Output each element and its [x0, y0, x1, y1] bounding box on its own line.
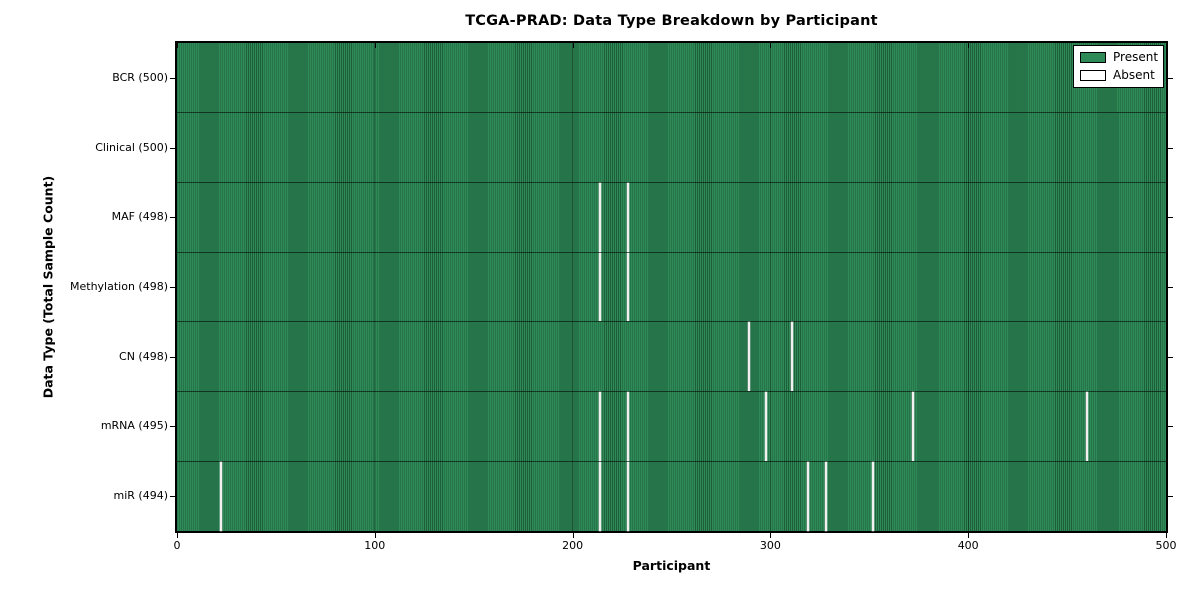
- absent-gap-MAF-228: [626, 182, 629, 252]
- absent-gap-miR-228: [626, 462, 629, 532]
- y-tick-left-mRNA: [170, 426, 175, 428]
- legend-label-present: Present: [1113, 50, 1159, 64]
- y-tick-right-Clinical: [1168, 147, 1173, 149]
- y-tick-left-Clinical: [170, 147, 175, 149]
- y-tick-label-BCR: BCR (500): [112, 70, 168, 84]
- y-tick-label-CN: CN (498): [119, 349, 168, 363]
- gridline-x-300: [769, 43, 771, 531]
- y-tick-right-miR: [1168, 496, 1173, 498]
- legend-swatch-present: [1080, 52, 1106, 63]
- y-tick-right-mRNA: [1168, 426, 1173, 428]
- absent-gap-mRNA-460: [1085, 392, 1088, 462]
- x-tick-label-0: 0: [173, 539, 181, 552]
- x-tick-top-0: [177, 43, 178, 48]
- y-tick-left-CN: [170, 356, 175, 358]
- absent-gap-Methylation-214: [599, 252, 602, 322]
- legend-item-absent: Absent: [1080, 69, 1157, 82]
- y-tick-left-MAF: [170, 217, 175, 219]
- absent-gap-mRNA-298: [765, 392, 768, 462]
- row-mRNA: [177, 391, 1166, 462]
- legend-label-absent: Absent: [1113, 68, 1155, 82]
- legend-item-present: Present: [1080, 50, 1159, 64]
- x-tick-label-100: 100: [364, 539, 386, 552]
- x-tick-top-200: [572, 43, 574, 48]
- absent-gap-miR-214: [599, 462, 602, 532]
- plot-area: [175, 41, 1168, 533]
- absent-gap-mRNA-228: [626, 392, 629, 462]
- x-tick-bottom-0: [177, 533, 178, 538]
- absent-gap-mRNA-372: [911, 392, 914, 462]
- x-tick-label-300: 300: [759, 539, 781, 552]
- y-tick-right-BCR: [1168, 77, 1173, 79]
- y-tick-label-Methylation: Methylation (498): [70, 280, 168, 293]
- x-tick-bottom-200: [572, 533, 574, 538]
- absent-gap-CN-289: [747, 322, 750, 392]
- x-tick-top-400: [968, 43, 970, 48]
- gridline-x-100: [374, 43, 376, 531]
- y-tick-right-MAF: [1168, 217, 1173, 219]
- x-tick-bottom-100: [374, 533, 376, 538]
- legend: Present Absent: [1073, 45, 1164, 88]
- y-tick-left-BCR: [170, 77, 175, 79]
- heatmap-rows: [177, 43, 1166, 532]
- x-axis-label: Participant: [632, 558, 711, 573]
- y-tick-right-Methylation: [1168, 287, 1173, 288]
- row-BCR: [177, 43, 1166, 112]
- row-Clinical: [177, 111, 1166, 182]
- y-tick-left-miR: [170, 496, 175, 498]
- absent-gap-miR-352: [872, 462, 875, 532]
- row-CN: [177, 321, 1166, 392]
- x-tick-bottom-400: [968, 533, 970, 538]
- x-tick-label-500: 500: [1155, 539, 1177, 552]
- y-tick-label-MAF: MAF (498): [111, 210, 168, 224]
- y-tick-label-mRNA: mRNA (495): [100, 419, 168, 433]
- y-tick-left-Methylation: [170, 287, 175, 288]
- chart-title: TCGA-PRAD: Data Type Breakdown by Partic…: [465, 13, 878, 29]
- x-tick-top-500: [1166, 43, 1167, 48]
- x-tick-top-300: [770, 43, 772, 48]
- row-Methylation: [177, 251, 1166, 322]
- gridline-x-200: [572, 43, 574, 531]
- legend-swatch-absent: [1080, 70, 1106, 81]
- row-miR: [177, 461, 1166, 532]
- absent-gap-miR-22: [219, 462, 222, 532]
- x-tick-bottom-500: [1166, 533, 1167, 538]
- x-tick-bottom-300: [770, 533, 772, 538]
- absent-gap-miR-319: [806, 462, 809, 532]
- absent-gap-CN-311: [791, 322, 794, 392]
- x-tick-top-100: [374, 43, 376, 48]
- y-tick-right-CN: [1168, 356, 1173, 358]
- x-tick-label-200: 200: [562, 539, 584, 552]
- absent-gap-MAF-214: [599, 182, 602, 252]
- x-tick-label-400: 400: [957, 539, 979, 552]
- gridline-x-400: [967, 43, 969, 531]
- y-tick-label-Clinical: Clinical (500): [95, 140, 168, 154]
- row-MAF: [177, 181, 1166, 252]
- absent-gap-miR-328: [824, 462, 827, 532]
- absent-gap-mRNA-214: [599, 392, 602, 462]
- y-tick-label-miR: miR (494): [113, 489, 169, 503]
- absent-gap-Methylation-228: [626, 252, 629, 322]
